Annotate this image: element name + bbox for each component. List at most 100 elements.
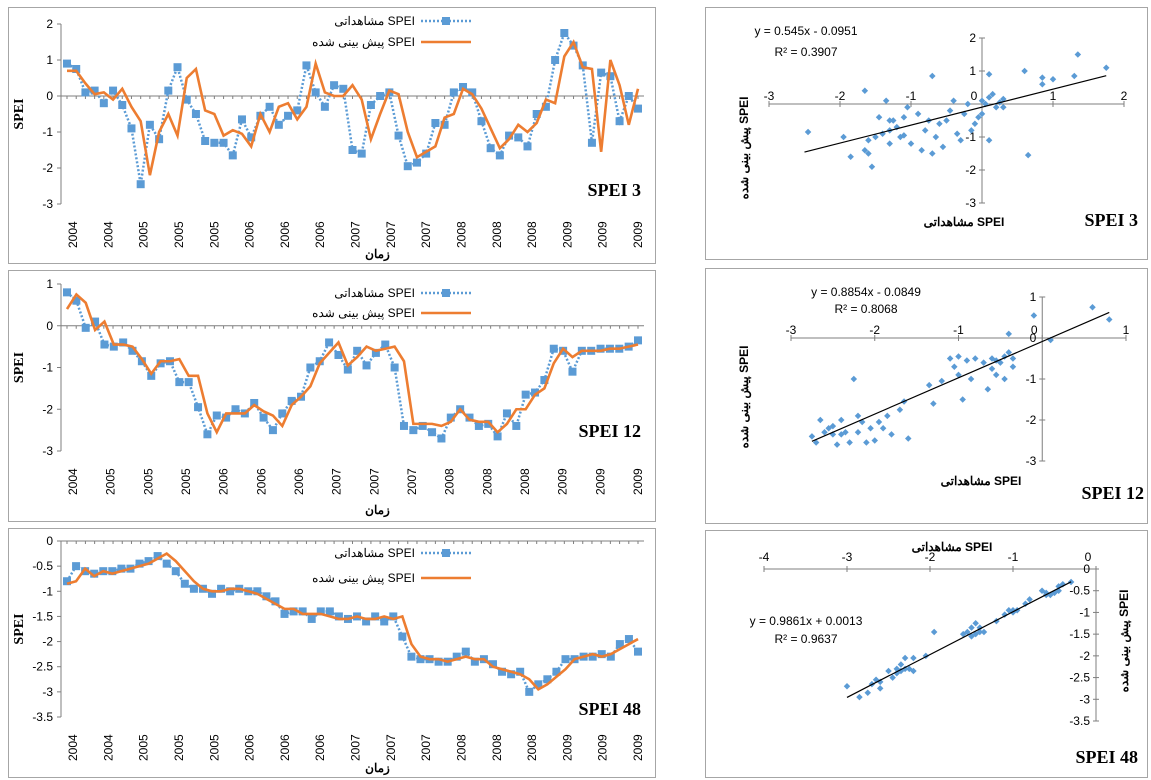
c2-observed-point bbox=[153, 552, 162, 561]
c0-observed-point bbox=[459, 83, 468, 91]
c2-x-tick-label: 2005 bbox=[207, 734, 221, 761]
c2-observed-point bbox=[316, 607, 325, 616]
s1-data-point bbox=[896, 406, 904, 414]
s2-x-tick-label: -2 bbox=[925, 550, 936, 564]
s1-data-point bbox=[817, 416, 824, 424]
s0-data-point bbox=[946, 107, 954, 114]
c1-observed-point bbox=[268, 426, 277, 435]
s1-data-point bbox=[812, 439, 820, 446]
s0-data-point bbox=[918, 146, 925, 154]
s0-data-point bbox=[865, 137, 872, 144]
c0-observed-point bbox=[265, 102, 274, 111]
c1-observed-point bbox=[371, 348, 380, 357]
s0-data-point bbox=[840, 133, 847, 141]
c2-x-tick-label: 2007 bbox=[384, 734, 398, 761]
s1-data-point bbox=[1009, 355, 1017, 362]
s1-data-point bbox=[871, 437, 879, 444]
c2-observed-point bbox=[217, 584, 226, 593]
c2-x-tick-label: 2009 bbox=[596, 734, 610, 761]
c1-observed-point bbox=[493, 432, 502, 441]
s2-data-point bbox=[864, 689, 872, 697]
c2-observed-point bbox=[488, 660, 497, 669]
s1-data-point bbox=[863, 439, 870, 446]
s1-y-tick-label: -2 bbox=[1026, 413, 1037, 427]
c1-predicted-line bbox=[65, 292, 639, 436]
c0-observed-point bbox=[228, 151, 237, 160]
s2-chart-tag: SPEI 48 bbox=[1075, 747, 1138, 767]
c0-observed-point bbox=[532, 110, 541, 118]
c0-observed-point bbox=[366, 101, 375, 109]
c2-observed-point bbox=[507, 670, 516, 679]
c1-legend-observed-label: مشاهداتی SPEI bbox=[334, 286, 415, 300]
c0-x-tick-label: 2004 bbox=[101, 221, 115, 248]
c0-observed-point bbox=[320, 102, 329, 111]
c0-observed-point bbox=[495, 151, 504, 160]
c1-x-tick-label: 2005 bbox=[141, 468, 155, 495]
c1-observed-point bbox=[465, 413, 474, 422]
c2-observed-point bbox=[407, 652, 416, 661]
s0-data-point bbox=[921, 127, 929, 134]
s0-data-point bbox=[985, 137, 993, 144]
s1-data-point bbox=[875, 418, 883, 426]
s1-data-point bbox=[988, 355, 996, 362]
c0-observed-point bbox=[468, 88, 477, 97]
c1-x-tick-label: 2008 bbox=[480, 468, 494, 495]
c0-observed-point bbox=[541, 102, 550, 111]
c0-x-tick-label: 2009 bbox=[631, 221, 645, 248]
s0-data-point bbox=[932, 133, 940, 141]
c2-observed-point bbox=[624, 635, 633, 644]
c0-chart-tag: SPEI 3 bbox=[587, 180, 641, 200]
s0-data-point bbox=[950, 97, 957, 104]
c1-x-tick-label: 2005 bbox=[179, 468, 193, 495]
s2-x-tick-label: -1 bbox=[1008, 550, 1019, 564]
c0-observed-point bbox=[247, 133, 256, 142]
s1-data-point bbox=[850, 375, 858, 383]
c0-y-tick-label: -1 bbox=[42, 125, 53, 139]
s2-x-tick-label: 0 bbox=[1085, 550, 1092, 564]
s0-r-squared: R² = 0.3907 bbox=[774, 45, 837, 59]
c2-observed-point bbox=[108, 567, 117, 576]
c1-observed-point bbox=[390, 363, 399, 372]
c1-observed-point bbox=[381, 340, 390, 349]
c2-x-tick-label: 2009 bbox=[631, 734, 645, 761]
c0-observed-point bbox=[284, 111, 293, 120]
c0-x-tick-label: 2008 bbox=[525, 221, 539, 248]
s0-data-point bbox=[1039, 74, 1046, 81]
c2-observed-point bbox=[525, 687, 534, 696]
c1-y-tick-label: -3 bbox=[42, 444, 53, 458]
s0-data-point bbox=[882, 97, 890, 104]
s1-data-point bbox=[992, 371, 1000, 379]
c0-observed-point bbox=[145, 120, 154, 129]
c2-observed-point bbox=[81, 567, 90, 576]
s1-data-point bbox=[963, 357, 971, 364]
c2-observed-point bbox=[171, 567, 180, 576]
s2-data-point bbox=[901, 654, 909, 662]
s0-equation: y = 0.545x - 0.0951 bbox=[754, 24, 857, 38]
c0-observed-point bbox=[237, 115, 246, 124]
c0-observed-point bbox=[63, 59, 71, 68]
c2-observed-point bbox=[135, 559, 144, 568]
c2-y-tick-label: -3 bbox=[42, 685, 53, 699]
c0-observed-point bbox=[431, 119, 440, 127]
c1-observed-point bbox=[512, 421, 521, 430]
c2-observed-point bbox=[606, 652, 615, 661]
line-chart-spei12-panel: 1 0 -1 -2 -3 2004 2005 2005 2005 2006 2006 2006 2007… bbox=[8, 270, 656, 522]
s0-data-point bbox=[978, 97, 986, 104]
c0-y-tick-label: -3 bbox=[42, 197, 53, 211]
s1-data-point bbox=[938, 377, 946, 385]
s0-y-tick-label: -3 bbox=[965, 196, 976, 210]
c0-y-tick-label: 2 bbox=[46, 17, 53, 31]
c2-y-axis-label: SPEI bbox=[12, 613, 27, 644]
s1-x-axis-label: مشاهداتی SPEI bbox=[941, 474, 1022, 488]
c2-observed-point bbox=[398, 632, 407, 641]
c1-observed-point bbox=[353, 346, 362, 355]
c0-observed-point bbox=[523, 142, 532, 151]
s1-data-point bbox=[951, 363, 958, 370]
c2-observed-point bbox=[389, 612, 398, 621]
s0-y-tick-label: -1 bbox=[965, 130, 976, 144]
c2-y-tick-label: -1 bbox=[42, 584, 53, 598]
c2-observed-point bbox=[90, 569, 99, 578]
c0-observed-point bbox=[182, 95, 191, 104]
c0-x-tick-label: 2004 bbox=[66, 221, 80, 248]
s2-y-axis-label: پیش بینی شده SPEI bbox=[1117, 590, 1132, 693]
